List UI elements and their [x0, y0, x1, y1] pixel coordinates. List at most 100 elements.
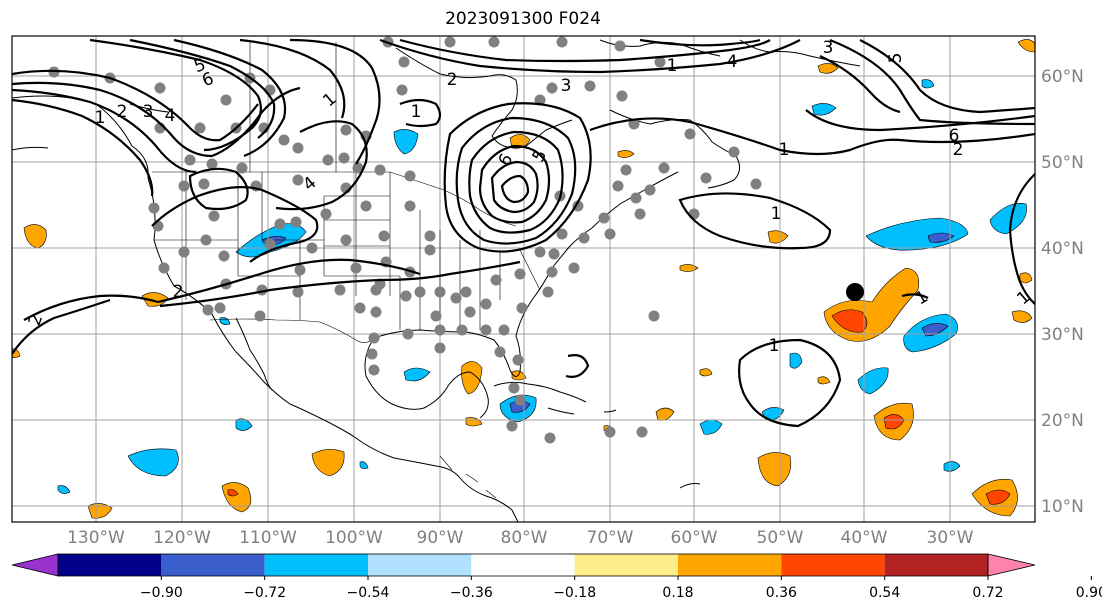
- station-marker: [544, 432, 556, 444]
- map-title: 2023091300 F024: [445, 9, 601, 29]
- station-marker: [490, 274, 502, 286]
- shade-area: [921, 323, 949, 337]
- colorbar-segment: [574, 554, 678, 576]
- colorbar-tick-label: −0.36: [450, 585, 493, 601]
- station-marker: [214, 302, 226, 314]
- station-marker: [514, 394, 526, 406]
- station-marker: [648, 310, 660, 322]
- shade-area: [461, 361, 483, 395]
- isolines: [12, 38, 1035, 428]
- colorbar-segment: [471, 554, 575, 576]
- station-marker: [700, 172, 712, 184]
- colorbar-tick-label: 0.72: [972, 585, 1003, 601]
- station-marker: [494, 346, 506, 358]
- station-marker: [480, 298, 492, 310]
- isoline-label: 3: [823, 38, 834, 58]
- station-marker: [184, 154, 196, 166]
- shade-area: [699, 419, 723, 435]
- longitude-label: 40°W: [841, 528, 888, 548]
- shade-area: [1017, 39, 1035, 53]
- station-marker: [514, 268, 526, 280]
- longitude-label: 130°W: [67, 528, 125, 548]
- shade-area: [509, 134, 531, 149]
- latitude-label: 60°N: [1041, 67, 1084, 87]
- station-marker: [556, 228, 568, 240]
- longitude-label: 110°W: [239, 528, 297, 548]
- isoline-label: 3: [561, 76, 572, 96]
- colorbar-tick-label: 0.54: [869, 585, 900, 601]
- shade-area: [1019, 272, 1033, 284]
- station-marker: [278, 134, 290, 146]
- colorbar-segment: [678, 554, 782, 576]
- shade-area: [227, 489, 239, 497]
- station-markers: [48, 36, 762, 444]
- longitude-label: 90°W: [417, 528, 464, 548]
- station-marker: [292, 142, 304, 154]
- shade-area: [757, 452, 792, 487]
- longitude-label: 70°W: [587, 528, 634, 548]
- station-marker: [456, 324, 468, 336]
- station-marker: [488, 36, 500, 48]
- station-marker: [354, 302, 366, 314]
- station-marker: [48, 66, 60, 78]
- station-marker: [292, 174, 304, 186]
- colorbar-tick-label: −0.72: [243, 585, 286, 601]
- colorbar-segment: [58, 554, 162, 576]
- isoline-label: 2: [953, 140, 964, 160]
- station-marker: [444, 36, 456, 48]
- station-marker: [628, 118, 640, 130]
- station-marker: [612, 180, 624, 192]
- station-marker: [516, 302, 528, 314]
- isoline-label: 1: [771, 204, 782, 224]
- station-marker: [534, 246, 546, 258]
- station-marker: [654, 56, 666, 68]
- colorbar-outline: [57, 553, 989, 577]
- shade-area: [985, 489, 1011, 505]
- station-marker: [404, 170, 416, 182]
- station-marker: [200, 234, 212, 246]
- longitude-labels: 130°W 120°W 110°W 100°W 90°W 80°W 70°W 60°W 50°W…: [67, 528, 974, 548]
- station-marker: [274, 218, 286, 230]
- station-marker: [152, 220, 164, 232]
- isoline-label: 2: [173, 282, 184, 302]
- station-marker: [402, 328, 414, 340]
- station-marker: [368, 364, 380, 376]
- colorbar-segment: [264, 554, 368, 576]
- station-marker: [658, 162, 670, 174]
- station-marker: [366, 348, 378, 360]
- station-marker: [352, 162, 364, 174]
- station-marker: [154, 82, 166, 94]
- isoline-label: 2: [447, 70, 458, 90]
- shade-area: [57, 485, 71, 494]
- colorbar-tick-label: −0.54: [347, 585, 390, 601]
- shade-area: [1011, 310, 1033, 323]
- station-marker: [208, 210, 220, 222]
- station-marker: [584, 80, 596, 92]
- black-dot: [846, 283, 864, 301]
- station-marker: [424, 230, 436, 242]
- isoline-label: 6: [949, 126, 960, 146]
- colorbar-segment: [368, 554, 472, 576]
- isoline-label: 1: [95, 108, 106, 128]
- colorbar-tick-label: 0.90: [1076, 585, 1102, 601]
- latitude-label: 40°N: [1041, 239, 1084, 259]
- station-marker: [322, 154, 334, 166]
- station-marker: [368, 332, 380, 344]
- station-marker: [546, 82, 558, 94]
- station-marker: [370, 306, 382, 318]
- station-marker: [340, 234, 352, 246]
- shade-area: [311, 449, 345, 477]
- station-marker: [434, 342, 446, 354]
- station-marker: [198, 178, 210, 190]
- station-marker: [464, 306, 476, 318]
- shade-area: [141, 292, 169, 307]
- shade-area: [403, 367, 431, 382]
- shade-area: [921, 79, 935, 89]
- station-marker: [424, 244, 436, 256]
- station-marker: [480, 324, 492, 336]
- longitude-label: 80°W: [501, 528, 548, 548]
- isoline-label: 4: [727, 52, 738, 72]
- station-marker: [400, 290, 412, 302]
- shade-area: [927, 232, 955, 243]
- station-marker: [546, 266, 558, 278]
